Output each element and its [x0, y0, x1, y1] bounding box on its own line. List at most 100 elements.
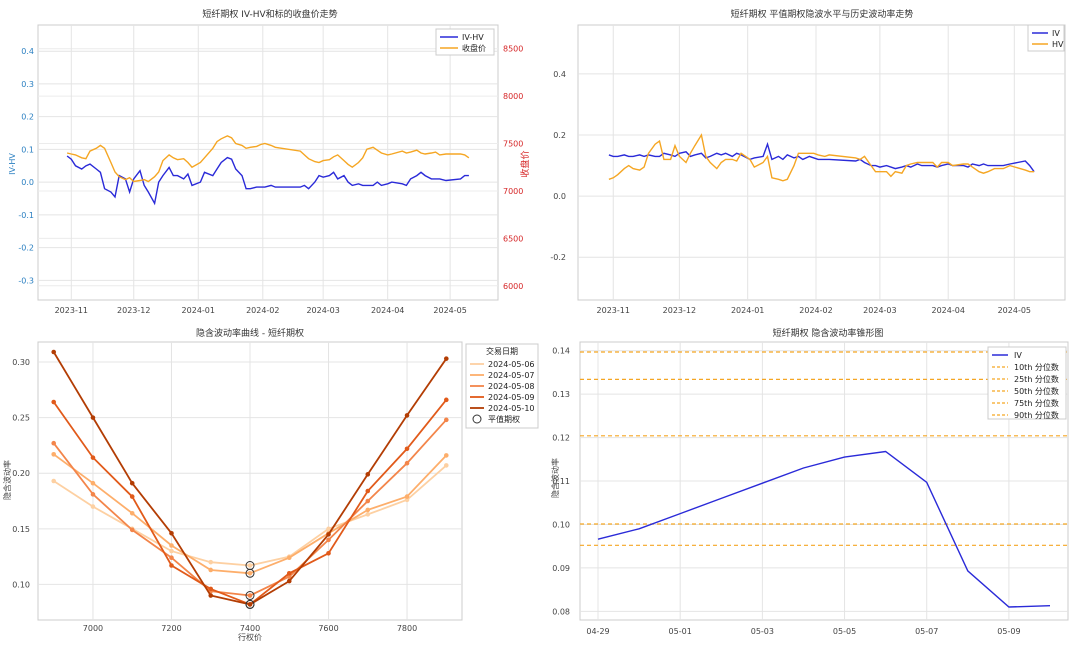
legend-label: 收盘价	[462, 43, 486, 53]
data-point	[365, 488, 371, 494]
chart-title: 短纤期权 IV-HV和标的收盘价走势	[202, 8, 337, 20]
x-tick-label: 05-07	[915, 627, 938, 636]
data-point	[404, 460, 410, 466]
chart-iv-hv-close-svg: 短纤期权 IV-HV和标的收盘价走势 IV-HV 收盘价 0.4 0.3 0.2 0.…	[8, 8, 531, 315]
y-tick-label-right: 8000	[503, 92, 523, 101]
legend-label: IV	[1014, 351, 1022, 360]
legend-label: 50th 分位数	[1014, 386, 1059, 396]
x-tick-label: 7200	[161, 624, 181, 633]
x-tick-label: 2024-03	[863, 306, 896, 315]
x-tick-label: 2024-05	[998, 306, 1031, 315]
y-tick-label: 0.15	[12, 525, 30, 534]
x-tick-label: 7000	[83, 624, 103, 633]
x-tick-label: 05-05	[833, 627, 856, 636]
data-point	[286, 574, 292, 579]
y-tick-label: 0.10	[12, 580, 30, 589]
data-point	[365, 507, 371, 513]
series-line-iv	[608, 141, 1035, 173]
x-tick-label: 7400	[240, 624, 260, 633]
data-point	[286, 570, 292, 576]
y-tick-label: 0.08	[552, 607, 570, 616]
data-point	[404, 494, 410, 499]
series-line-hv	[608, 133, 1035, 182]
series-line-iv-hv	[66, 155, 469, 206]
y-axis-label: 隐含波动率	[2, 460, 12, 500]
y-tick-label-left: 0.4	[21, 47, 34, 56]
data-point	[365, 498, 371, 504]
x-tick-label: 7600	[318, 624, 338, 633]
data-point	[51, 349, 57, 355]
y-tick-label: 0.4	[553, 70, 566, 79]
x-tick-label: 2023-12	[663, 306, 696, 315]
y-axis-label-left: IV-HV	[8, 153, 17, 175]
data-point	[129, 510, 135, 516]
x-tick-label: 05-03	[751, 627, 774, 636]
data-point	[51, 399, 57, 405]
y-tick-label: 0.11	[552, 477, 570, 486]
y-tick-label-left: 0.2	[21, 113, 34, 122]
x-tick-label: 2024-04	[931, 306, 964, 315]
data-point	[365, 512, 371, 517]
x-tick-label: 2024-05	[433, 306, 466, 315]
data-point	[443, 417, 449, 423]
data-point	[169, 530, 174, 536]
data-point	[129, 480, 135, 486]
data-point	[365, 472, 371, 477]
data-point	[404, 446, 410, 452]
chart-iv-cone: 短纤期权 隐含波动率锥形图 隐含波动率 0.14 0.13 0.12 0.11 0.10…	[540, 322, 1080, 646]
chart-title: 隐含波动率曲线 - 短纤期权	[196, 327, 304, 339]
data-point	[443, 356, 449, 361]
legend-label: IV	[1052, 29, 1060, 38]
y-axis-label-right: 收盘价	[519, 150, 531, 177]
x-tick-label: 2024-01	[731, 306, 764, 315]
y-tick-label: 0.2	[553, 131, 566, 140]
legend-box	[435, 28, 495, 56]
y-tick-label-right: 8500	[503, 45, 523, 54]
legend-label: IV-HV	[462, 33, 484, 42]
legend-label: 2024-05-06	[488, 360, 535, 369]
x-tick-label: 2023-11	[55, 306, 88, 315]
atm-marker	[245, 591, 255, 601]
y-tick-label-right: 7500	[503, 140, 523, 149]
data-point	[90, 504, 96, 509]
data-point	[208, 567, 214, 573]
data-point	[90, 480, 96, 486]
x-tick-label: 7800	[397, 624, 417, 633]
data-point	[247, 593, 253, 598]
plot-frame	[577, 24, 1066, 301]
y-tick-label: 0.12	[552, 434, 570, 443]
chart-title: 短纤期权 隐含波动率锥形图	[773, 327, 884, 339]
legend-atm-marker	[472, 414, 482, 424]
y-tick-label-left: -0.1	[18, 211, 34, 220]
data-point	[443, 453, 449, 458]
data-point	[286, 555, 292, 561]
legend-label: 2024-05-08	[488, 382, 535, 391]
data-point	[51, 452, 57, 457]
data-point	[326, 526, 331, 532]
data-point	[129, 527, 135, 533]
data-point	[326, 550, 331, 556]
chart-iv-smile-svg: 隐含波动率曲线 - 短纤期权 行权价 隐含波动率 0.30 0.25 0.20 0.1…	[2, 327, 539, 642]
y-tick-label-left: -0.2	[18, 244, 34, 253]
data-point	[208, 593, 214, 598]
legend-label: 平值期权	[488, 414, 520, 424]
data-point	[326, 532, 331, 537]
legend-label: 2024-05-09	[488, 393, 535, 402]
y-tick-label-left: 0.1	[21, 145, 34, 154]
data-point	[247, 570, 253, 576]
legend-box	[1027, 24, 1065, 52]
x-tick-label: 2024-02	[799, 306, 832, 315]
y-tick-label: 0.0	[553, 192, 566, 201]
y-tick-label: 0.20	[12, 469, 30, 478]
y-tick-label: 0.10	[552, 520, 570, 529]
data-point	[169, 543, 174, 548]
data-point	[169, 555, 174, 561]
data-point	[90, 455, 96, 460]
series-line-iv	[597, 450, 1051, 608]
y-tick-label: 0.30	[12, 358, 30, 367]
chart-title: 短纤期权 平值期权隐波水平与历史波动率走势	[731, 8, 914, 20]
x-axis-label: 行权价	[238, 632, 262, 642]
chart-iv-hv-close: 短纤期权 IV-HV和标的收盘价走势 IV-HV 收盘价 0.4 0.3 0.2 0.…	[0, 0, 540, 320]
legend-label: HV	[1052, 40, 1064, 49]
atm-marker	[245, 568, 255, 578]
